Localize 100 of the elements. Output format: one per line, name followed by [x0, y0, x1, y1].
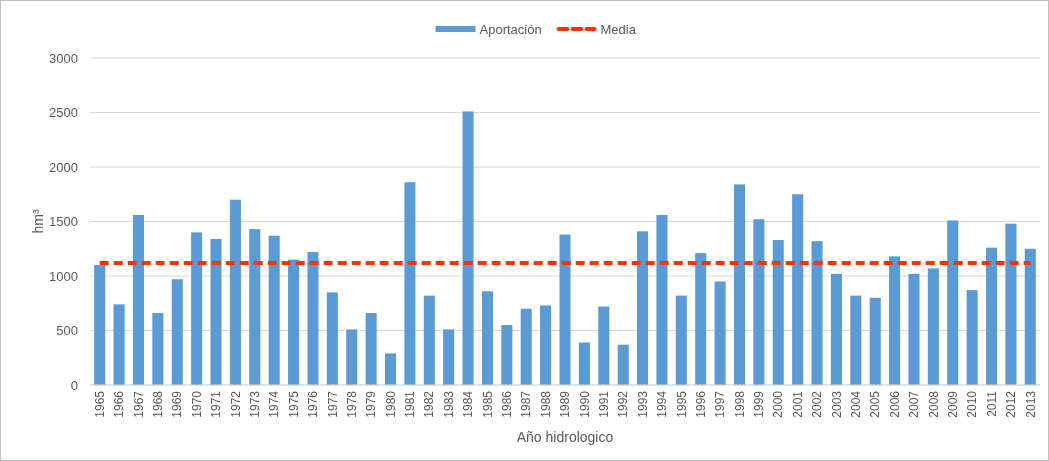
- x-tick-label: 1976: [306, 390, 321, 418]
- bar: [578, 342, 590, 385]
- x-tick-label: 2013: [1023, 390, 1038, 418]
- bar: [113, 304, 125, 385]
- bar: [365, 313, 377, 385]
- x-tick-label: 2011: [984, 390, 999, 417]
- x-tick-label: 2002: [810, 390, 825, 418]
- x-tick-label: 2005: [868, 390, 883, 418]
- x-tick-label: 1997: [713, 390, 728, 418]
- x-tick-label: 1992: [616, 390, 631, 418]
- legend-label: Media: [600, 21, 637, 37]
- x-tick-label: 1991: [596, 390, 611, 418]
- bar: [869, 297, 881, 385]
- bar: [830, 273, 842, 385]
- bar: [404, 182, 416, 385]
- x-tick-label: 1985: [480, 390, 495, 418]
- x-tick-label: 2000: [771, 390, 786, 418]
- y-axis-title: hm³: [30, 209, 46, 234]
- bar: [520, 308, 532, 385]
- bar: [947, 220, 959, 385]
- bar: [1005, 223, 1017, 385]
- bar: [656, 214, 668, 385]
- x-tick-label: 1996: [693, 390, 708, 418]
- x-tick-label: 1993: [635, 390, 650, 418]
- bar: [772, 240, 784, 385]
- bar: [268, 235, 280, 385]
- x-tick-label: 1971: [209, 390, 224, 418]
- bar: [986, 247, 998, 385]
- bar: [210, 238, 222, 385]
- bar: [132, 214, 144, 385]
- x-tick-label: 1973: [248, 390, 262, 418]
- bar: [384, 353, 397, 385]
- bar: [501, 325, 513, 385]
- bar: [540, 305, 552, 385]
- x-tick-label: 2004: [849, 390, 864, 418]
- x-tick-label: 1967: [131, 390, 146, 418]
- bar: [714, 281, 726, 385]
- x-tick-label: 2009: [945, 390, 960, 418]
- x-tick-label: 1981: [403, 390, 418, 418]
- x-tick-label: 1986: [500, 390, 515, 418]
- x-tick-label: 1972: [228, 390, 243, 418]
- bar: [559, 234, 571, 385]
- x-tick-label: 1990: [577, 390, 592, 418]
- y-tick-label: 1000: [49, 268, 78, 284]
- x-tick-label: 1979: [364, 390, 379, 418]
- bar: [927, 268, 939, 385]
- x-tick-label: 2001: [790, 390, 805, 418]
- x-tick-label: 1965: [92, 390, 107, 418]
- x-axis-title: Año hidrologico: [516, 429, 614, 445]
- bar: [152, 313, 164, 385]
- x-tick-label: 1982: [422, 390, 437, 418]
- x-tick-label: 2008: [926, 390, 941, 418]
- x-tick-label: 1966: [112, 390, 127, 418]
- bar: [637, 231, 649, 385]
- bar: [423, 295, 435, 385]
- x-tick-label: 2006: [887, 390, 902, 418]
- x-tick-label: 1977: [325, 390, 340, 418]
- legend-label: Aportación: [479, 21, 542, 37]
- x-tick-label: 1989: [558, 390, 573, 418]
- x-tick-label: 1980: [383, 390, 398, 418]
- y-tick-label: 2500: [49, 105, 78, 121]
- x-tick-label: 1984: [461, 390, 476, 418]
- bar: [598, 306, 610, 385]
- x-tick-label: 2010: [965, 390, 980, 418]
- bar: [346, 329, 358, 385]
- bar: [326, 292, 338, 385]
- x-tick-label: 1978: [344, 390, 359, 418]
- x-tick-label: 1970: [189, 390, 204, 418]
- y-tick-label: 500: [56, 323, 78, 339]
- x-tick-label: 2003: [829, 390, 844, 418]
- bar: [229, 199, 241, 385]
- bar: [792, 194, 804, 385]
- bar: [908, 273, 920, 385]
- x-tick-label: 2007: [907, 390, 922, 418]
- y-tick-label: 3000: [49, 50, 78, 66]
- bar: [288, 259, 300, 385]
- bar: [695, 253, 707, 385]
- bar: [753, 219, 765, 385]
- bar: [1024, 248, 1036, 385]
- bar: [443, 329, 455, 385]
- bar: [966, 290, 978, 385]
- x-tick-label: 1998: [732, 390, 747, 418]
- bar: [889, 256, 901, 385]
- bar: [811, 241, 823, 385]
- y-tick-label: 0: [70, 377, 78, 393]
- bar: [191, 232, 203, 385]
- x-tick-label: 1987: [519, 390, 534, 418]
- bar: [850, 295, 862, 385]
- x-tick-label: 1975: [286, 390, 301, 418]
- bar: [617, 344, 629, 385]
- bar: [675, 295, 687, 385]
- bar: [481, 291, 493, 385]
- bar: [94, 265, 106, 385]
- x-tick-label: 1999: [752, 390, 767, 418]
- bar: [733, 184, 746, 385]
- x-tick-label: 1968: [151, 390, 166, 418]
- x-tick-label: 1994: [655, 390, 670, 418]
- x-tick-label: 1983: [441, 390, 456, 418]
- x-tick-label: 1969: [170, 390, 185, 418]
- bar: [249, 229, 261, 385]
